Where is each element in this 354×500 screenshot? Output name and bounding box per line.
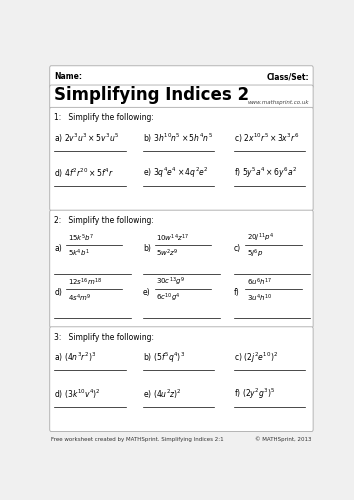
Text: b) $3h^{10}n^5 \times 5h^4n^5$: b) $3h^{10}n^5 \times 5h^4n^5$ bbox=[143, 132, 213, 145]
Text: e) $3q^4e^4 \times 4q^2e^2$: e) $3q^4e^4 \times 4q^2e^2$ bbox=[143, 166, 209, 180]
Text: $5j^6p$: $5j^6p$ bbox=[247, 248, 263, 260]
Text: c) $2x^{10}r^5 \times 3x^3r^6$: c) $2x^{10}r^5 \times 3x^3r^6$ bbox=[234, 132, 299, 145]
FancyBboxPatch shape bbox=[50, 66, 313, 88]
Text: a) $2v^3u^3 \times 5v^3u^5$: a) $2v^3u^3 \times 5v^3u^5$ bbox=[55, 132, 120, 145]
Text: Class/Set:: Class/Set: bbox=[266, 72, 309, 82]
Text: $5k^4b^1$: $5k^4b^1$ bbox=[68, 248, 90, 260]
Text: © MATHSprint, 2013: © MATHSprint, 2013 bbox=[255, 436, 312, 442]
Text: 1:   Simplify the following:: 1: Simplify the following: bbox=[54, 114, 154, 122]
Text: d): d) bbox=[55, 288, 62, 298]
Text: $20j^{11}p^4$: $20j^{11}p^4$ bbox=[247, 232, 274, 244]
Text: $6u^6h^{17}$: $6u^6h^{17}$ bbox=[247, 276, 272, 288]
Text: d) $4f^2r^{20} \times 5f^4r$: d) $4f^2r^{20} \times 5f^4r$ bbox=[55, 166, 114, 179]
FancyBboxPatch shape bbox=[50, 108, 313, 210]
Text: b): b) bbox=[143, 244, 151, 253]
Text: d) $(3k^{10}v^4)^2$: d) $(3k^{10}v^4)^2$ bbox=[55, 388, 101, 401]
Text: a) $(4n^3r^2)^3$: a) $(4n^3r^2)^3$ bbox=[55, 351, 97, 364]
Text: a): a) bbox=[55, 244, 62, 253]
Text: e) $(4u^2z)^2$: e) $(4u^2z)^2$ bbox=[143, 388, 182, 401]
Text: Simplifying Indices 2: Simplifying Indices 2 bbox=[54, 86, 249, 104]
Text: $6c^{10}g^4$: $6c^{10}g^4$ bbox=[156, 292, 181, 304]
Text: $15k^5b^7$: $15k^5b^7$ bbox=[68, 232, 94, 243]
Text: f) $5y^5a^4 \times 6y^6a^2$: f) $5y^5a^4 \times 6y^6a^2$ bbox=[234, 166, 297, 180]
Text: f): f) bbox=[234, 288, 239, 298]
Text: $12s^{16}m^{18}$: $12s^{16}m^{18}$ bbox=[68, 276, 102, 288]
Text: 2:   Simplify the following:: 2: Simplify the following: bbox=[54, 216, 154, 225]
Text: f) $(2y^2g^3)^5$: f) $(2y^2g^3)^5$ bbox=[234, 387, 275, 402]
FancyBboxPatch shape bbox=[50, 85, 313, 109]
Text: $10w^{14}z^{17}$: $10w^{14}z^{17}$ bbox=[156, 232, 189, 243]
Text: $30c^{13}g^9$: $30c^{13}g^9$ bbox=[156, 276, 185, 288]
Text: $4s^4m^9$: $4s^4m^9$ bbox=[68, 292, 91, 304]
Text: c) $(2j^2e^{10})^2$: c) $(2j^2e^{10})^2$ bbox=[234, 350, 278, 365]
Text: b) $(5f^5q^4)^3$: b) $(5f^5q^4)^3$ bbox=[143, 350, 185, 365]
Text: 3:   Simplify the following:: 3: Simplify the following: bbox=[54, 332, 154, 342]
Text: $3u^4h^{10}$: $3u^4h^{10}$ bbox=[247, 292, 272, 304]
Text: www.mathsprint.co.uk: www.mathsprint.co.uk bbox=[247, 100, 309, 105]
FancyBboxPatch shape bbox=[50, 327, 313, 432]
Text: c): c) bbox=[234, 244, 241, 253]
Text: e): e) bbox=[143, 288, 151, 298]
Text: Name:: Name: bbox=[54, 72, 82, 82]
FancyBboxPatch shape bbox=[50, 210, 313, 328]
Text: Free worksheet created by MATHSprint. Simplifying Indices 2:1: Free worksheet created by MATHSprint. Si… bbox=[51, 436, 224, 442]
Text: $5w^2z^9$: $5w^2z^9$ bbox=[156, 248, 179, 260]
